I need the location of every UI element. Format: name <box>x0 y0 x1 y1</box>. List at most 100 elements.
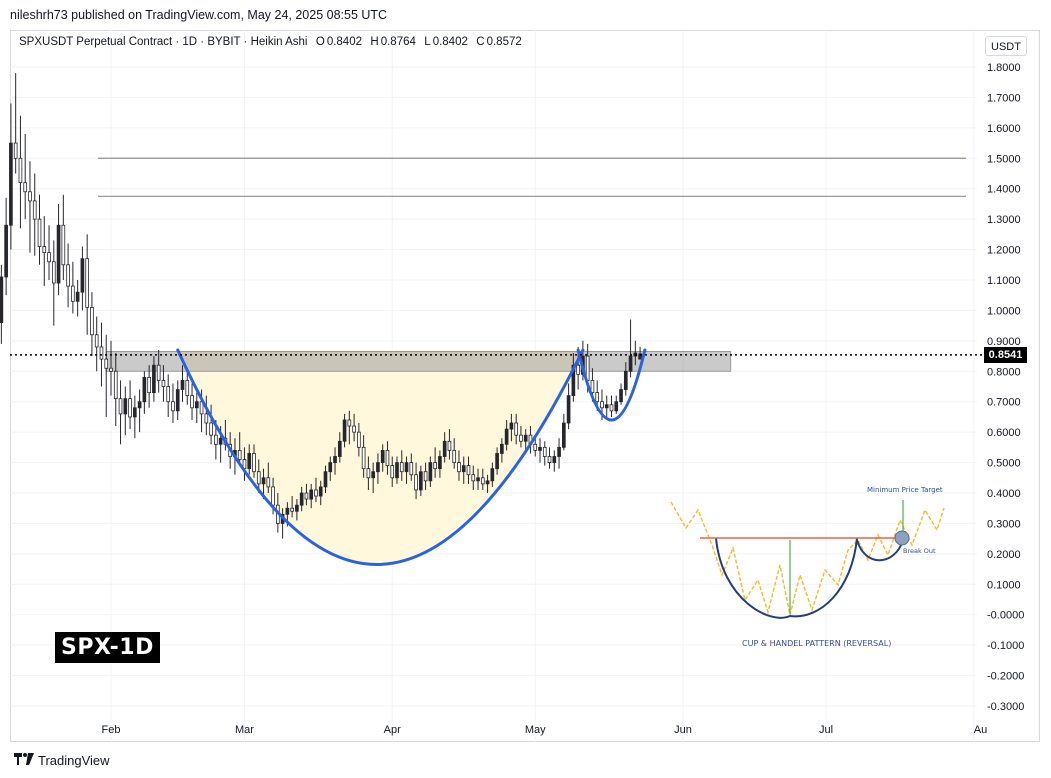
inset-breakout-label: Break Out <box>903 547 936 555</box>
currency-button[interactable]: USDT <box>985 36 1027 56</box>
candle-body <box>542 446 547 457</box>
candle-body <box>28 191 32 202</box>
candle-body <box>404 462 409 473</box>
candle-body <box>485 480 490 485</box>
candle-body <box>347 419 352 427</box>
candle-body <box>94 334 99 348</box>
candle-body <box>299 492 304 506</box>
candle-body <box>247 453 252 470</box>
handle-curve <box>576 348 647 422</box>
candle-body <box>295 504 299 512</box>
candle-body <box>609 404 614 412</box>
y-tick-label: -0.0000 <box>987 610 1024 622</box>
candle-body <box>37 218 42 247</box>
y-tick-label: 0.6000 <box>987 427 1021 439</box>
candle-body <box>4 224 8 278</box>
y-tick-label: 1.7000 <box>987 92 1021 104</box>
candle-body <box>438 456 442 470</box>
candle-body <box>304 492 309 500</box>
candle-body <box>566 395 571 424</box>
candle-body <box>190 395 194 409</box>
candle-body <box>318 486 323 497</box>
candle-body <box>476 477 480 482</box>
y-tick-label: 0.1000 <box>987 579 1021 591</box>
y-tick-label: 1.4000 <box>987 184 1021 196</box>
candle-body <box>237 449 242 460</box>
candle-body <box>266 477 271 488</box>
x-tick-label: Feb <box>102 724 121 736</box>
y-tick-label: 1.2000 <box>987 245 1021 257</box>
candle-body <box>123 398 128 415</box>
symbol-title: SPXUSDT Perpetual Contract · 1D · BYBIT … <box>19 36 308 48</box>
candle-body <box>595 392 600 403</box>
candle-body <box>480 477 485 485</box>
candle-body <box>471 474 476 482</box>
candle-body <box>261 477 266 485</box>
chart-tag: SPX-1D <box>55 632 160 663</box>
x-tick-label: Apr <box>384 724 401 736</box>
candle-body <box>533 443 538 451</box>
candle-body <box>371 471 375 479</box>
x-tick-label: Jun <box>674 724 692 736</box>
candle-body <box>90 306 94 336</box>
candle-body <box>638 353 642 360</box>
open-value: 0.8402 <box>326 36 362 48</box>
candle-body <box>385 449 390 467</box>
tradingview-brand[interactable]: TradingView <box>14 752 110 768</box>
candle-body <box>490 468 495 482</box>
candle-body <box>328 462 333 473</box>
publisher-attribution: nileshrh73 published on TradingView.com,… <box>10 8 388 22</box>
candle-body <box>23 182 28 193</box>
candle-body <box>333 456 337 463</box>
open-label: O <box>315 36 325 48</box>
y-tick-label: 0.2000 <box>987 549 1021 561</box>
candle-body <box>557 446 561 457</box>
candle-body <box>171 401 175 412</box>
candle-body <box>185 380 190 397</box>
candle-body <box>428 462 433 482</box>
candle-body <box>423 471 428 482</box>
candle-body <box>51 261 56 284</box>
candle-body <box>323 471 328 488</box>
candle-body <box>600 401 604 409</box>
candle-body <box>75 291 80 302</box>
x-tick-label: Jul <box>819 724 833 736</box>
candle-body <box>337 440 342 457</box>
candle-body <box>619 389 623 403</box>
y-tick-label: 1.5000 <box>987 153 1021 165</box>
candle-body <box>357 431 361 448</box>
candle-body <box>104 358 109 369</box>
candle-body <box>562 422 566 448</box>
candle-body <box>113 370 118 400</box>
candle-body <box>590 380 595 393</box>
candle-body <box>56 224 61 284</box>
candle-body <box>604 404 609 409</box>
y-tick-label: 0.3000 <box>987 518 1021 530</box>
inset-target-label: Minimum Price Target <box>867 486 943 494</box>
candle-body <box>342 419 347 442</box>
x-tick-label: Mar <box>235 724 254 736</box>
candle-body <box>576 364 580 375</box>
candle-body <box>523 434 528 442</box>
chart-frame <box>10 30 1040 742</box>
candle-body <box>9 142 13 226</box>
candle-body <box>252 453 256 473</box>
candle-body <box>628 355 633 372</box>
close-label: C <box>476 36 485 48</box>
candle-body <box>352 425 356 433</box>
candle-body <box>395 462 399 479</box>
candle-body <box>13 142 18 159</box>
candle-body <box>147 376 151 393</box>
candle-body <box>128 398 132 418</box>
candle-body <box>152 364 156 393</box>
candle-body <box>538 446 542 451</box>
candle-body <box>500 443 504 454</box>
high-label: H <box>370 36 379 48</box>
candle-body <box>218 437 223 445</box>
y-tick-label: -0.1000 <box>987 640 1024 652</box>
y-tick-label: 1.3000 <box>987 214 1021 226</box>
candle-body <box>142 376 147 403</box>
candle-body <box>32 200 37 220</box>
candle-body <box>442 440 447 457</box>
